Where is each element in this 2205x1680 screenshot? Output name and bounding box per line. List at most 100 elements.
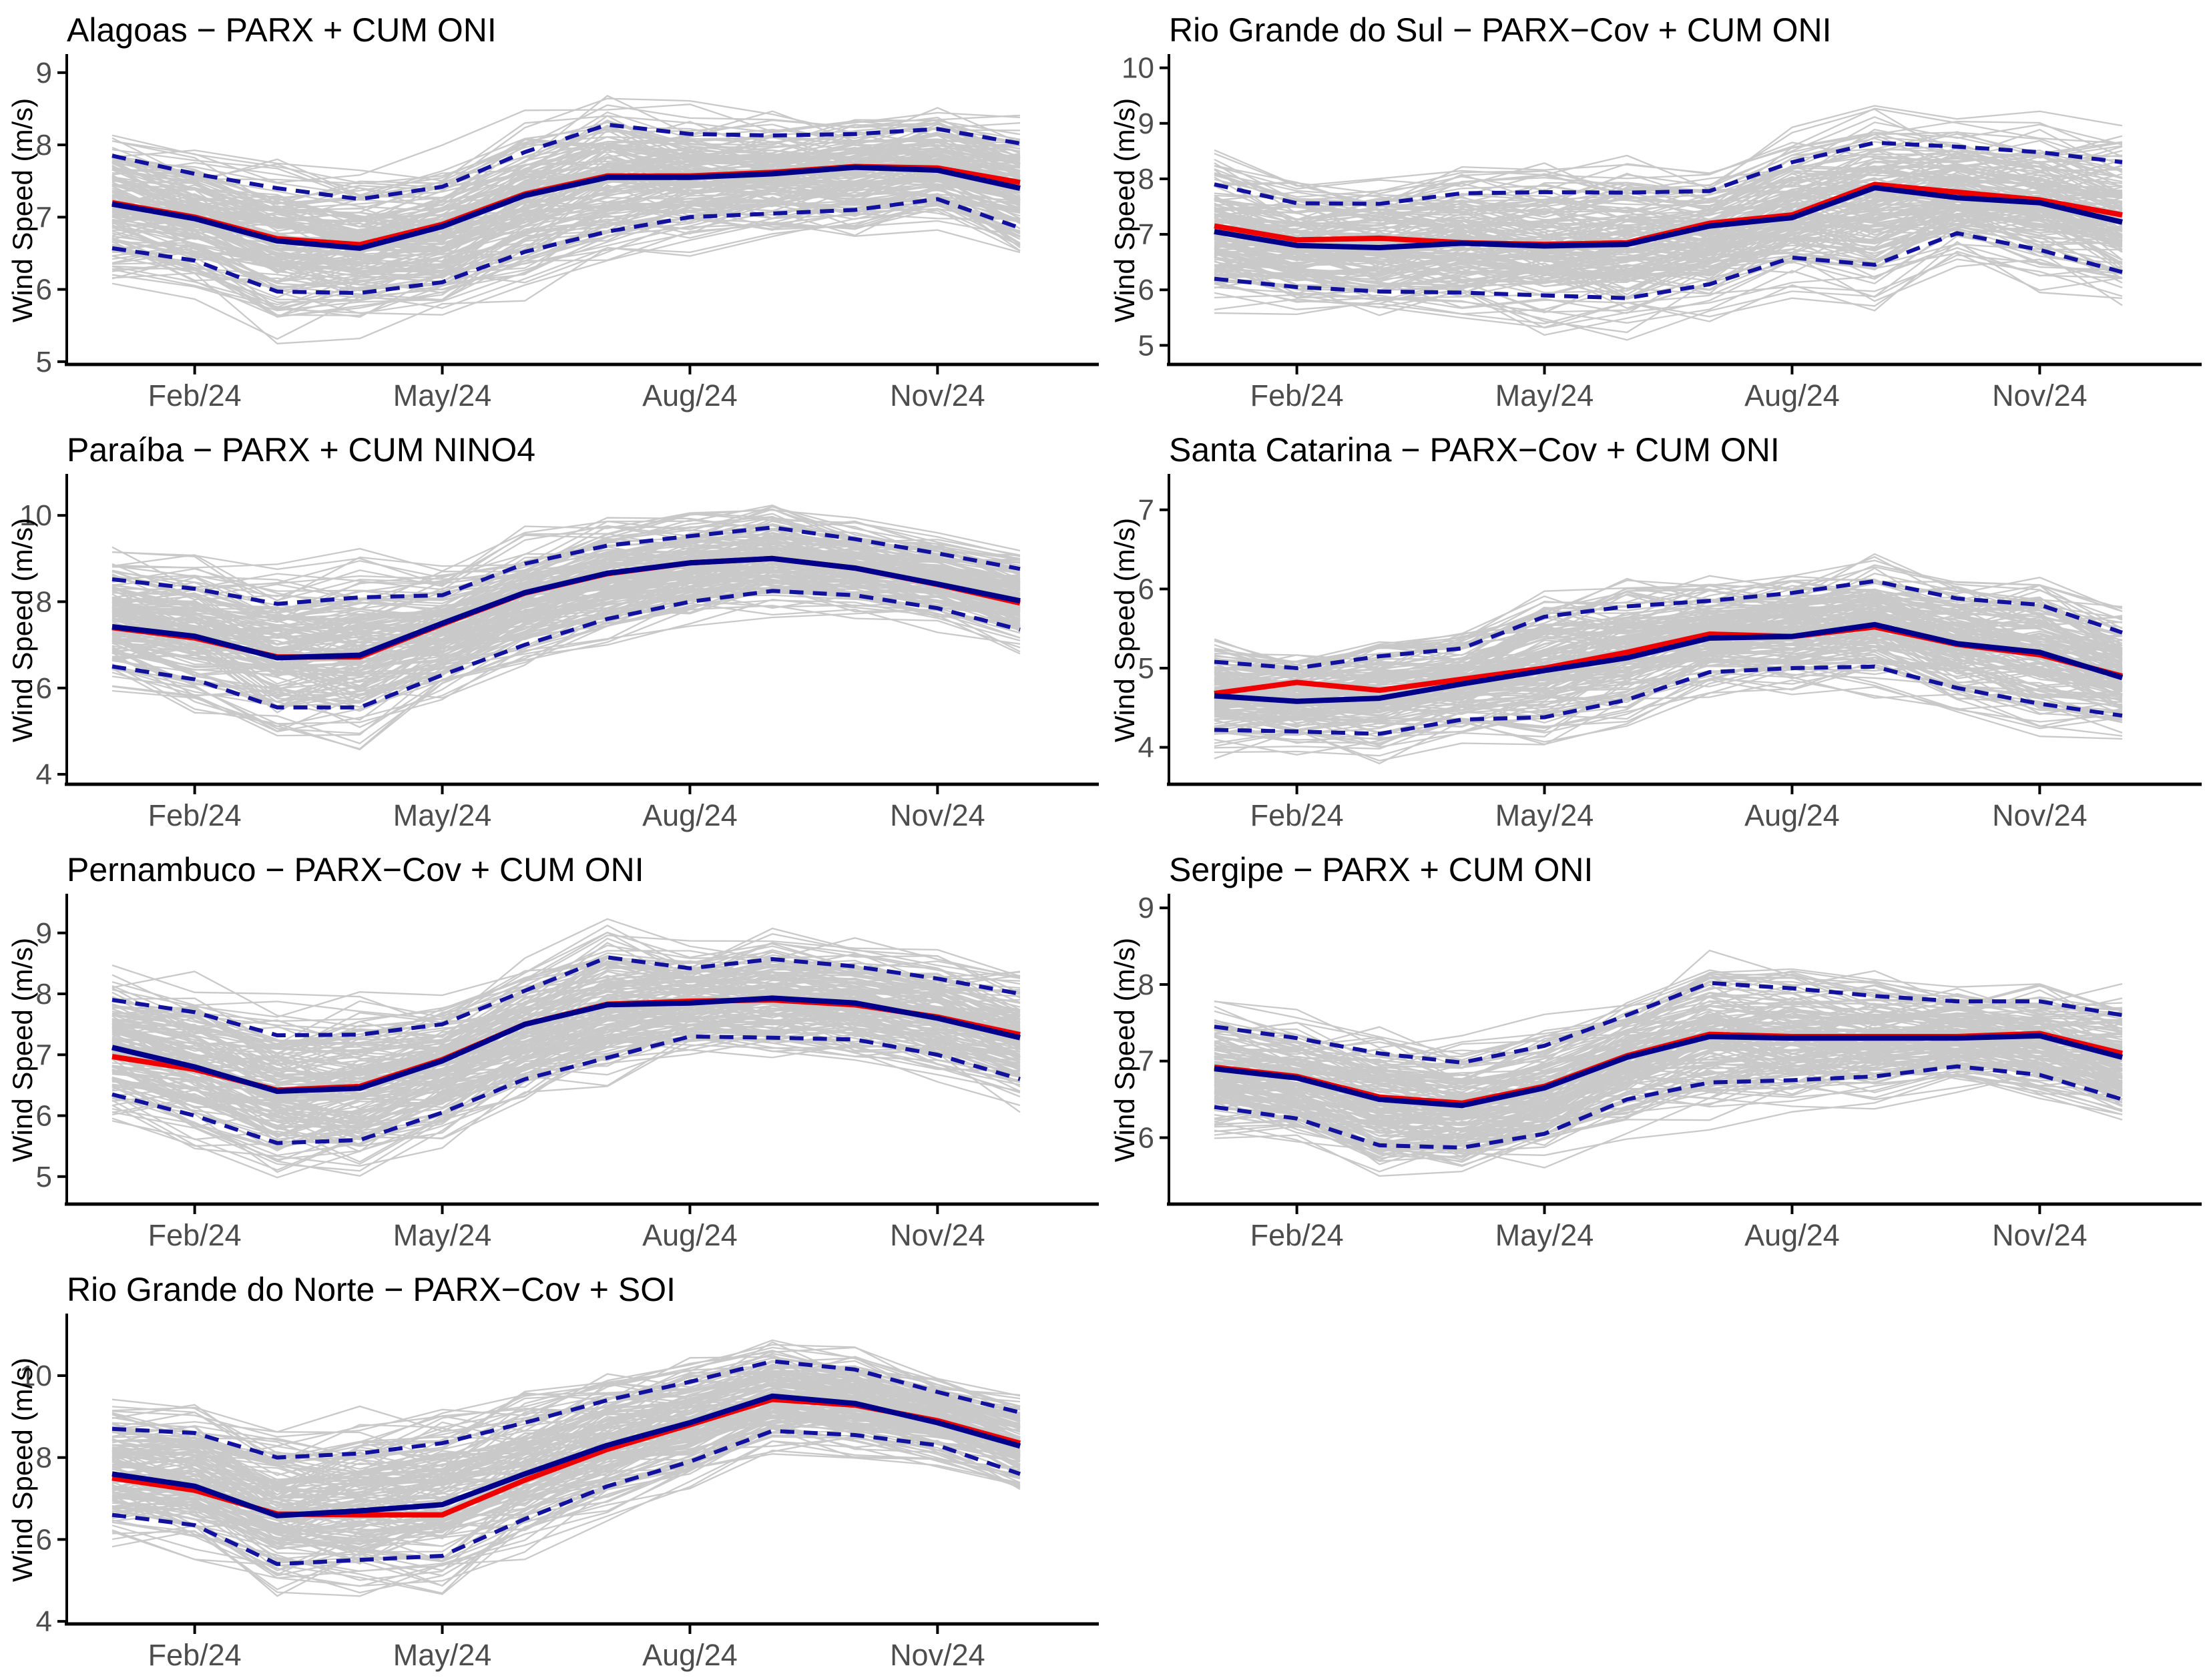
- forecast-blue-line: [111, 555, 1021, 661]
- y-tick-label: 9: [1138, 107, 1154, 140]
- ensemble-lines: [111, 504, 1021, 751]
- axes: [1167, 894, 2202, 1206]
- y-tick-label: 10: [19, 499, 52, 532]
- y-tick-label: 7: [1138, 218, 1154, 251]
- x-tick-label: Nov/24: [890, 1218, 985, 1252]
- plot-area: 5 6 7 8 9 Feb/24 May/24 Aug/24 Nov/24: [36, 894, 1099, 1252]
- y-tick-label: 7: [1138, 1045, 1154, 1078]
- x-tick-label: Nov/24: [1992, 1218, 2088, 1252]
- prediction-interval-lines: [1214, 981, 2123, 1150]
- x-tick-label: May/24: [393, 1218, 492, 1252]
- y-axis-label: Wind Speed (m/s): [1109, 97, 1140, 322]
- chart-sergipe: 6 7 8 9 Feb/24 May/24 Aug/24 Nov/24 Sergipe − P…: [1102, 840, 2205, 1259]
- lower-pi-line: [111, 1034, 1021, 1145]
- axes: [1167, 54, 2202, 366]
- y-tick-label: 9: [36, 917, 52, 950]
- axes: [65, 1314, 1099, 1626]
- x-tick-label: Aug/24: [1744, 1218, 1840, 1252]
- x-tick-label: Nov/24: [890, 798, 985, 832]
- x-tick-label: Aug/24: [642, 1218, 738, 1252]
- x-tick-label: Feb/24: [148, 378, 242, 412]
- x-tick-label: Nov/24: [890, 1638, 985, 1672]
- x-tick-label: Feb/24: [1250, 1218, 1344, 1252]
- lower-pi-line: [1214, 664, 2123, 736]
- y-tick-label: 8: [1138, 163, 1154, 196]
- y-tick-label: 4: [1138, 732, 1154, 764]
- y-tick-label: 7: [36, 201, 52, 234]
- chart-title: Rio Grande do Sul − PARX−Cov + CUM ONI: [1169, 11, 1832, 49]
- x-tick-label: Aug/24: [1744, 378, 1840, 412]
- ensemble-lines: [1214, 949, 2123, 1177]
- y-tick-label: 10: [19, 1360, 52, 1392]
- y-tick-label: 6: [36, 274, 52, 306]
- x-tick-label: Nov/24: [1992, 378, 2088, 412]
- y-tick-label: 6: [1138, 573, 1154, 605]
- x-tick-label: May/24: [393, 798, 492, 832]
- ensemble-lines: [111, 95, 1021, 344]
- chart-title: Alagoas − PARX + CUM ONI: [67, 11, 497, 49]
- y-tick-label: 7: [36, 1039, 52, 1071]
- y-tick-label: 5: [1138, 329, 1154, 362]
- lower-pi-line: [111, 589, 1021, 710]
- y-tick-label: 6: [36, 672, 52, 705]
- forecast-blue-line: [111, 1393, 1021, 1518]
- chart-pernambuco: 5 6 7 8 9 Feb/24 May/24 Aug/24 Nov/24 Pernambuco…: [0, 840, 1102, 1259]
- x-tick-label: May/24: [1495, 1218, 1594, 1252]
- forecast-blue-line: [111, 164, 1021, 251]
- lower-pi-line: [1214, 1064, 2123, 1150]
- upper-pi-line: [1214, 981, 2123, 1065]
- upper-pi-line: [111, 955, 1021, 1038]
- upper-pi-line: [111, 525, 1021, 606]
- x-tick-label: May/24: [1495, 798, 1594, 832]
- chart-title: Rio Grande do Norte − PARX−Cov + SOI: [67, 1271, 676, 1308]
- ensemble-lines: [1214, 553, 2123, 765]
- x-tick-label: Aug/24: [1744, 798, 1840, 832]
- lower-pi-line: [1214, 231, 2123, 300]
- forecast-blue-line: [1214, 185, 2123, 250]
- prediction-interval-lines: [1214, 579, 2123, 736]
- x-tick-label: May/24: [393, 378, 492, 412]
- plot-area: 4 6 8 10 Feb/24 May/24 Aug/24 Nov/24: [19, 1314, 1099, 1672]
- y-tick-label: 6: [1138, 1121, 1154, 1154]
- upper-pi-line: [1214, 579, 2123, 671]
- chart-rio-grande-do-norte: 4 6 8 10 Feb/24 May/24 Aug/24 Nov/24 Rio Grande…: [0, 1259, 1102, 1680]
- y-tick-label: 8: [36, 129, 52, 162]
- lower-pi-line: [111, 1428, 1021, 1567]
- forecast-blue-line: [111, 995, 1021, 1094]
- forecast-blue-line: [1214, 1033, 2124, 1109]
- x-tick-label: Feb/24: [148, 1218, 242, 1252]
- y-tick-label: 6: [36, 1100, 52, 1133]
- y-axis-label: Wind Speed (m/s): [1109, 517, 1140, 742]
- y-tick-label: 8: [36, 585, 52, 618]
- axes: [65, 54, 1099, 366]
- forecast-blue-line: [1214, 621, 2124, 704]
- y-axis-ticks: 4 6 8 10: [19, 499, 67, 791]
- prediction-interval-lines: [111, 955, 1021, 1145]
- plot-area: 5 6 7 8 9 Feb/24 May/24 Aug/24 Nov/24: [36, 54, 1099, 412]
- y-axis-label: Wind Speed (m/s): [7, 517, 38, 742]
- y-axis-ticks: 5 6 7 8 9: [36, 917, 67, 1193]
- y-tick-label: 9: [1138, 892, 1154, 924]
- x-axis-ticks: Feb/24 May/24 Aug/24 Nov/24: [148, 1205, 985, 1252]
- y-axis-ticks: 6 7 8 9: [1138, 892, 1169, 1154]
- y-axis-ticks: 5 6 7 8 9 10: [1122, 52, 1169, 362]
- x-tick-label: Aug/24: [642, 1638, 738, 1672]
- x-tick-label: Feb/24: [1250, 378, 1344, 412]
- plot-area: 5 6 7 8 9 10 Feb/24 May/24 Aug/24 Nov/24: [1122, 52, 2202, 412]
- axes: [65, 474, 1099, 786]
- plot-area: 6 7 8 9 Feb/24 May/24 Aug/24 Nov/24: [1138, 892, 2202, 1252]
- y-tick-label: 6: [36, 1523, 52, 1556]
- lower-pi-line: [111, 197, 1021, 296]
- prediction-interval-lines: [111, 122, 1021, 296]
- chart-title: Pernambuco − PARX−Cov + CUM ONI: [67, 851, 644, 888]
- plot-area: 4 5 6 7 Feb/24 May/24 Aug/24 Nov/24: [1138, 474, 2202, 832]
- x-axis-ticks: Feb/24 May/24 Aug/24 Nov/24: [1250, 786, 2088, 832]
- x-tick-label: Feb/24: [1250, 798, 1344, 832]
- axes: [65, 894, 1099, 1206]
- chart-title: Paraíba − PARX + CUM NINO4: [67, 431, 536, 469]
- x-tick-label: Feb/24: [148, 1638, 242, 1672]
- ensemble-lines: [111, 1339, 1021, 1597]
- y-tick-label: 8: [1138, 968, 1154, 1001]
- plot-area: 4 6 8 10 Feb/24 May/24 Aug/24 Nov/24: [19, 474, 1099, 832]
